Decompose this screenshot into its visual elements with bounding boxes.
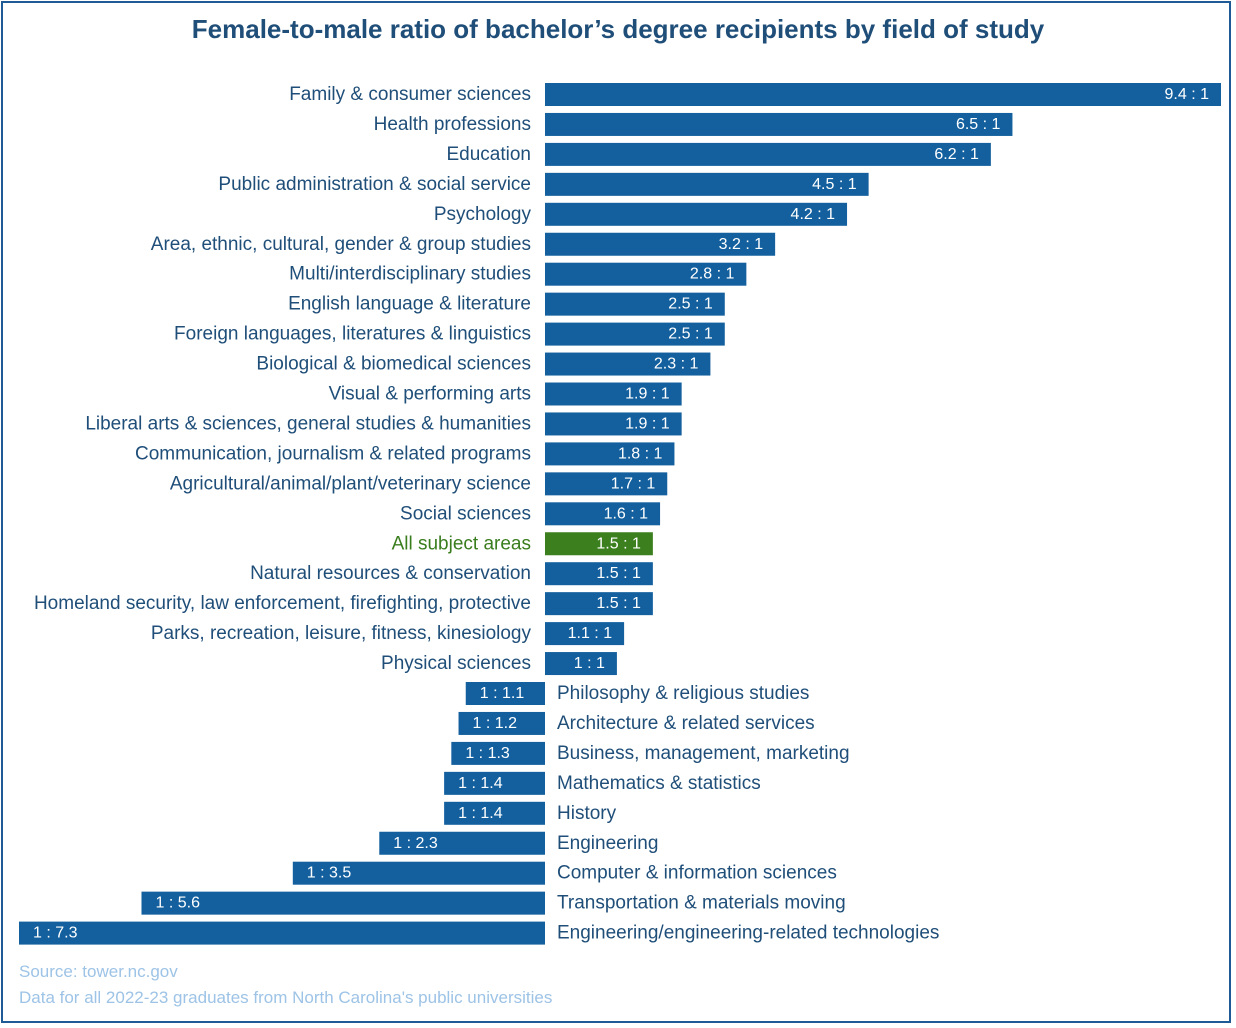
- category-label-all-subject-areas: All subject areas: [392, 533, 531, 554]
- category-label-transportation-materials-moving: Transportation & materials moving: [557, 893, 846, 914]
- bar-value-label-multi-interdisciplinary-studies: 2.8 : 1: [690, 266, 735, 283]
- bar-engineering-engineering-related-technologies: [19, 921, 545, 945]
- bar-family-consumer-sciences: [545, 83, 1221, 106]
- category-label-area-ethnic-cultural-gender-group-studies: Area, ethnic, cultural, gender & group s…: [151, 234, 531, 255]
- category-label-psychology: Psychology: [434, 204, 532, 225]
- bar-value-label-biological-biomedical-sciences: 2.3 : 1: [654, 356, 699, 373]
- category-label-public-administration-social-service: Public administration & social service: [218, 174, 531, 195]
- category-label-history: History: [557, 803, 617, 824]
- category-label-business-management-marketing: Business, management, marketing: [557, 743, 850, 764]
- bar-computer-information-sciences: [292, 861, 545, 885]
- category-label-liberal-arts-sciences-general-studies-humanities: Liberal arts & sciences, general studies…: [85, 413, 531, 434]
- bar-value-label-all-subject-areas: 1.5 : 1: [596, 535, 641, 552]
- bar-communication-journalism-related-programs: [545, 442, 675, 466]
- bar-education: [545, 142, 991, 166]
- bar-value-label-architecture-related-services: 1 : 1.2: [473, 715, 518, 732]
- bar-english-language-literature: [545, 292, 725, 316]
- bar-homeland-security-law-enforcement-firefighting-protective: [545, 592, 653, 616]
- category-label-health-professions: Health professions: [374, 114, 531, 135]
- bar-all-subject-areas: [545, 532, 653, 556]
- category-label-physical-sciences: Physical sciences: [381, 653, 531, 674]
- bar-history: [444, 801, 545, 825]
- bar-mathematics-statistics: [444, 771, 545, 795]
- bar-value-label-public-administration-social-service: 4.5 : 1: [812, 176, 857, 193]
- category-label-architecture-related-services: Architecture & related services: [557, 713, 815, 734]
- bar-value-label-history: 1 : 1.4: [458, 805, 503, 822]
- bar-foreign-languages-literatures-linguistics: [545, 322, 725, 346]
- bar-value-label-health-professions: 6.5 : 1: [956, 116, 1001, 133]
- category-label-natural-resources-conservation: Natural resources & conservation: [250, 563, 531, 584]
- bar-value-label-engineering: 1 : 2.3: [393, 835, 438, 852]
- bar-natural-resources-conservation: [545, 562, 653, 586]
- category-label-homeland-security-law-enforcement-firefighting-protective: Homeland security, law enforcement, fire…: [34, 593, 531, 614]
- category-label-parks-recreation-leisure-fitness-kinesiology: Parks, recreation, leisure, fitness, kin…: [151, 623, 532, 644]
- category-label-philosophy-religious-studies: Philosophy & religious studies: [557, 683, 809, 704]
- bar-value-label-liberal-arts-sciences-general-studies-humanities: 1.9 : 1: [625, 415, 670, 432]
- bar-value-label-mathematics-statistics: 1 : 1.4: [458, 775, 503, 792]
- bar-business-management-marketing: [451, 741, 545, 765]
- category-label-agricultural-animal-plant-veterinary-science: Agricultural/animal/plant/veterinary sci…: [170, 473, 531, 494]
- category-label-communication-journalism-related-programs: Communication, journalism & related prog…: [135, 443, 531, 464]
- category-label-visual-performing-arts: Visual & performing arts: [329, 384, 531, 405]
- category-label-education: Education: [446, 144, 531, 165]
- bar-value-label-computer-information-sciences: 1 : 3.5: [307, 865, 352, 882]
- bar-value-label-homeland-security-law-enforcement-firefighting-protective: 1.5 : 1: [596, 595, 641, 612]
- bar-psychology: [545, 202, 848, 226]
- category-label-social-sciences: Social sciences: [400, 503, 531, 524]
- bar-public-administration-social-service: [545, 172, 869, 196]
- bar-transportation-materials-moving: [141, 891, 545, 915]
- bar-value-label-transportation-materials-moving: 1 : 5.6: [155, 895, 200, 912]
- category-label-engineering-engineering-related-technologies: Engineering/engineering-related technolo…: [557, 923, 939, 944]
- bar-area-ethnic-cultural-gender-group-studies: [545, 232, 776, 256]
- bar-value-label-philosophy-religious-studies: 1 : 1.1: [480, 685, 525, 702]
- bar-social-sciences: [545, 502, 661, 526]
- bar-health-professions: [545, 112, 1013, 136]
- category-label-biological-biomedical-sciences: Biological & biomedical sciences: [256, 354, 531, 375]
- bar-value-label-parks-recreation-leisure-fitness-kinesiology: 1.1 : 1: [568, 625, 613, 642]
- bar-visual-performing-arts: [545, 382, 682, 406]
- bar-value-label-business-management-marketing: 1 : 1.3: [465, 745, 510, 762]
- bar-engineering: [379, 831, 545, 855]
- source-note: Source: tower.nc.gov: [19, 962, 178, 981]
- bar-biological-biomedical-sciences: [545, 352, 711, 376]
- category-label-mathematics-statistics: Mathematics & statistics: [557, 773, 761, 794]
- bar-value-label-education: 6.2 : 1: [934, 146, 979, 163]
- bar-philosophy-religious-studies: [465, 682, 545, 705]
- bar-architecture-related-services: [458, 711, 545, 735]
- bar-physical-sciences: [545, 652, 617, 676]
- bar-value-label-visual-performing-arts: 1.9 : 1: [625, 386, 670, 403]
- category-label-family-consumer-sciences: Family & consumer sciences: [289, 84, 531, 105]
- category-label-english-language-literature: English language & literature: [288, 294, 531, 315]
- category-label-computer-information-sciences: Computer & information sciences: [557, 863, 837, 884]
- category-label-multi-interdisciplinary-studies: Multi/interdisciplinary studies: [289, 264, 531, 285]
- bar-value-label-social-sciences: 1.6 : 1: [604, 505, 649, 522]
- bar-value-label-area-ethnic-cultural-gender-group-studies: 3.2 : 1: [719, 236, 764, 253]
- bar-value-label-psychology: 4.2 : 1: [791, 206, 836, 223]
- bar-parks-recreation-leisure-fitness-kinesiology: [545, 622, 625, 646]
- bar-value-label-communication-journalism-related-programs: 1.8 : 1: [618, 445, 663, 462]
- bar-value-label-natural-resources-conservation: 1.5 : 1: [596, 565, 641, 582]
- chart-title: Female-to-male ratio of bachelor’s degre…: [191, 14, 1045, 44]
- category-label-foreign-languages-literatures-linguistics: Foreign languages, literatures & linguis…: [174, 324, 531, 345]
- bar-value-label-engineering-engineering-related-technologies: 1 : 7.3: [33, 925, 78, 942]
- bar-value-label-physical-sciences: 1 : 1: [574, 655, 605, 672]
- bar-value-label-foreign-languages-literatures-linguistics: 2.5 : 1: [668, 326, 713, 343]
- bar-liberal-arts-sciences-general-studies-humanities: [545, 412, 682, 436]
- bar-multi-interdisciplinary-studies: [545, 262, 747, 286]
- data-note: Data for all 2022-23 graduates from Nort…: [19, 988, 553, 1007]
- bar-value-label-english-language-literature: 2.5 : 1: [668, 296, 713, 313]
- category-label-engineering: Engineering: [557, 833, 658, 854]
- bar-value-label-agricultural-animal-plant-veterinary-science: 1.7 : 1: [611, 475, 656, 492]
- bar-value-label-family-consumer-sciences: 9.4 : 1: [1165, 86, 1210, 103]
- bar-agricultural-animal-plant-veterinary-science: [545, 472, 668, 496]
